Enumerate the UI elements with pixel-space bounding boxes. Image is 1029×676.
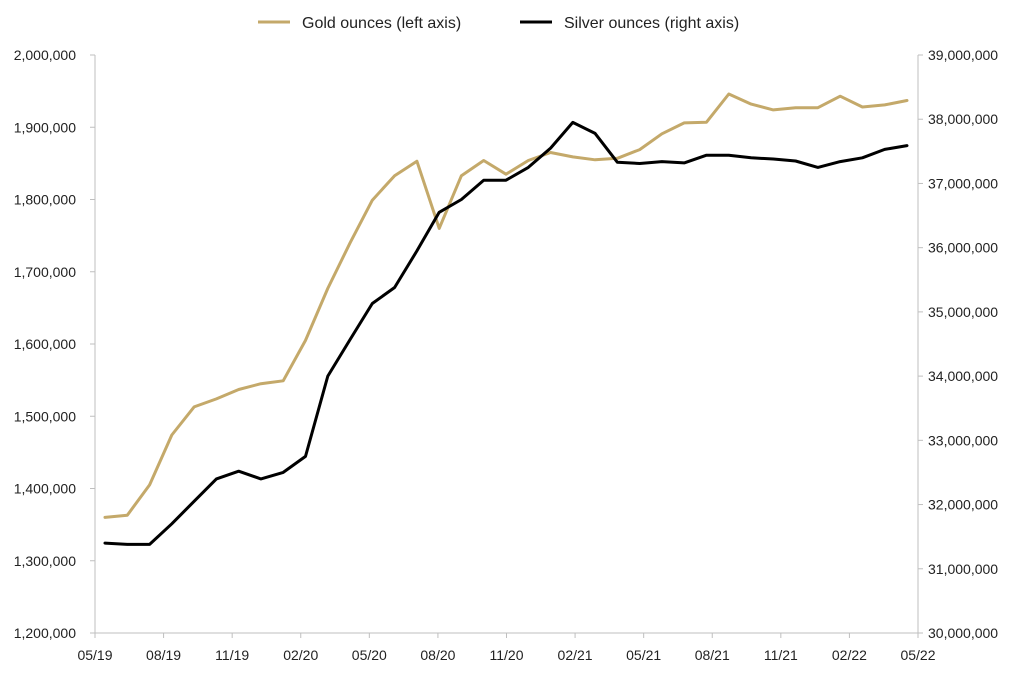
y-right-tick-label: 32,000,000 (928, 497, 998, 513)
x-tick-label: 05/21 (626, 647, 661, 663)
series-layer (103, 92, 909, 546)
series-line-gold (103, 92, 909, 519)
y-left-tick-label: 1,600,000 (14, 336, 76, 352)
axes: 1,200,000 1,300,000 1,400,000 1,500,000 1,60… (14, 47, 999, 663)
y-right-tick-label: 35,000,000 (928, 304, 998, 320)
y-left-tick-label: 1,400,000 (14, 481, 76, 497)
y-left-tick-label: 1,700,000 (14, 264, 76, 280)
y-left-tick-label: 2,000,000 (14, 47, 76, 63)
x-tick-label: 11/19 (215, 647, 249, 663)
x-tick-label: 05/22 (900, 647, 935, 663)
x-tick-label: 02/20 (283, 647, 318, 663)
y-left-tick-label: 1,300,000 (14, 553, 76, 569)
y-right-tick-label: 39,000,000 (928, 47, 998, 63)
x-tick-label: 11/21 (764, 647, 798, 663)
legend: Gold ounces (left axis) Silver ounces (r… (258, 15, 739, 32)
x-tick-label: 08/19 (146, 647, 181, 663)
legend-label-gold: Gold ounces (left axis) (302, 15, 461, 32)
legend-label-silver: Silver ounces (right axis) (564, 15, 739, 32)
y-left-tick-label: 1,500,000 (14, 408, 76, 424)
y-left-tick-label: 1,200,000 (14, 625, 76, 641)
x-tick-label: 02/22 (832, 647, 867, 663)
y-left-tick-label: 1,900,000 (14, 119, 76, 135)
x-tick-label: 08/20 (420, 647, 455, 663)
y-right-tick-label: 33,000,000 (928, 432, 998, 448)
x-tick-label: 05/20 (352, 647, 387, 663)
series-line-silver (103, 120, 909, 546)
y-right-tick-label: 37,000,000 (928, 175, 998, 191)
x-tick-label: 05/19 (77, 647, 112, 663)
y-right-tick-label: 30,000,000 (928, 625, 998, 641)
y-right-tick-label: 31,000,000 (928, 561, 998, 577)
x-tick-label: 08/21 (695, 647, 730, 663)
x-tick-label: 02/21 (558, 647, 593, 663)
x-tick-label: 11/20 (490, 647, 524, 663)
y-right-tick-label: 34,000,000 (928, 368, 998, 384)
y-left-tick-label: 1,800,000 (14, 192, 76, 208)
y-right-tick-label: 36,000,000 (928, 240, 998, 256)
y-right-tick-label: 38,000,000 (928, 111, 998, 127)
